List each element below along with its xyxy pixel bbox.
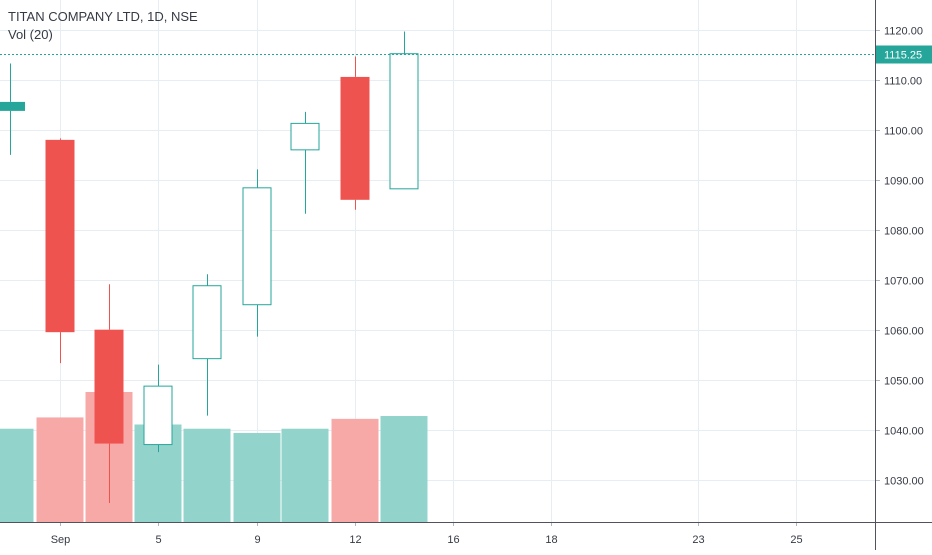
- x-tick-label: Sep: [51, 534, 71, 546]
- volume-bar: [281, 428, 329, 522]
- y-tick-label: 1060.00: [884, 326, 924, 338]
- candle-body: [45, 139, 75, 333]
- x-tick-label: 12: [349, 534, 361, 546]
- candle-body: [94, 329, 124, 444]
- candle-body: [340, 76, 370, 200]
- x-tick-label: 9: [254, 534, 260, 546]
- volume-indicator-label: Vol (20): [8, 27, 53, 42]
- symbol-title: TITAN COMPANY LTD, 1D, NSE: [8, 9, 198, 24]
- candle-body: [192, 285, 222, 360]
- x-tick-label: 25: [790, 534, 802, 546]
- y-tick-label: 1100.00: [884, 126, 923, 138]
- y-tick-label: 1110.00: [884, 76, 922, 88]
- volume-bar: [380, 416, 428, 522]
- candle-body: [143, 385, 173, 446]
- volume-bars: [0, 392, 428, 522]
- y-tick-label: 1120.00: [884, 26, 923, 38]
- last-price-line: 1115.25: [0, 45, 932, 64]
- x-tick-label: 23: [692, 534, 704, 546]
- y-tick-label: 1070.00: [884, 276, 924, 288]
- chart-legend: TITAN COMPANY LTD, 1D, NSE Vol (20): [8, 8, 198, 44]
- y-tick-label: 1080.00: [884, 226, 924, 238]
- volume-bar: [183, 428, 231, 522]
- y-tick-label: 1050.00: [884, 376, 924, 388]
- y-tick-label: 1030.00: [884, 476, 924, 488]
- y-tick-label: 1040.00: [884, 426, 924, 438]
- candle-body: [290, 122, 320, 151]
- candles: [0, 31, 419, 504]
- volume-bar: [0, 428, 34, 522]
- y-tick-label: 1090.00: [884, 176, 924, 188]
- x-tick-label: 5: [155, 534, 161, 546]
- volume-bar: [36, 417, 84, 522]
- volume-bar: [233, 432, 281, 522]
- x-tick-label: 16: [447, 534, 459, 546]
- last-price-label: 1115.25: [884, 50, 922, 62]
- x-tick-label: 18: [545, 534, 557, 546]
- candle-body: [389, 53, 419, 190]
- candle-body: [242, 187, 272, 306]
- candle-body: [0, 101, 25, 111]
- volume-bar: [331, 418, 379, 522]
- last-price-tag: [876, 45, 932, 64]
